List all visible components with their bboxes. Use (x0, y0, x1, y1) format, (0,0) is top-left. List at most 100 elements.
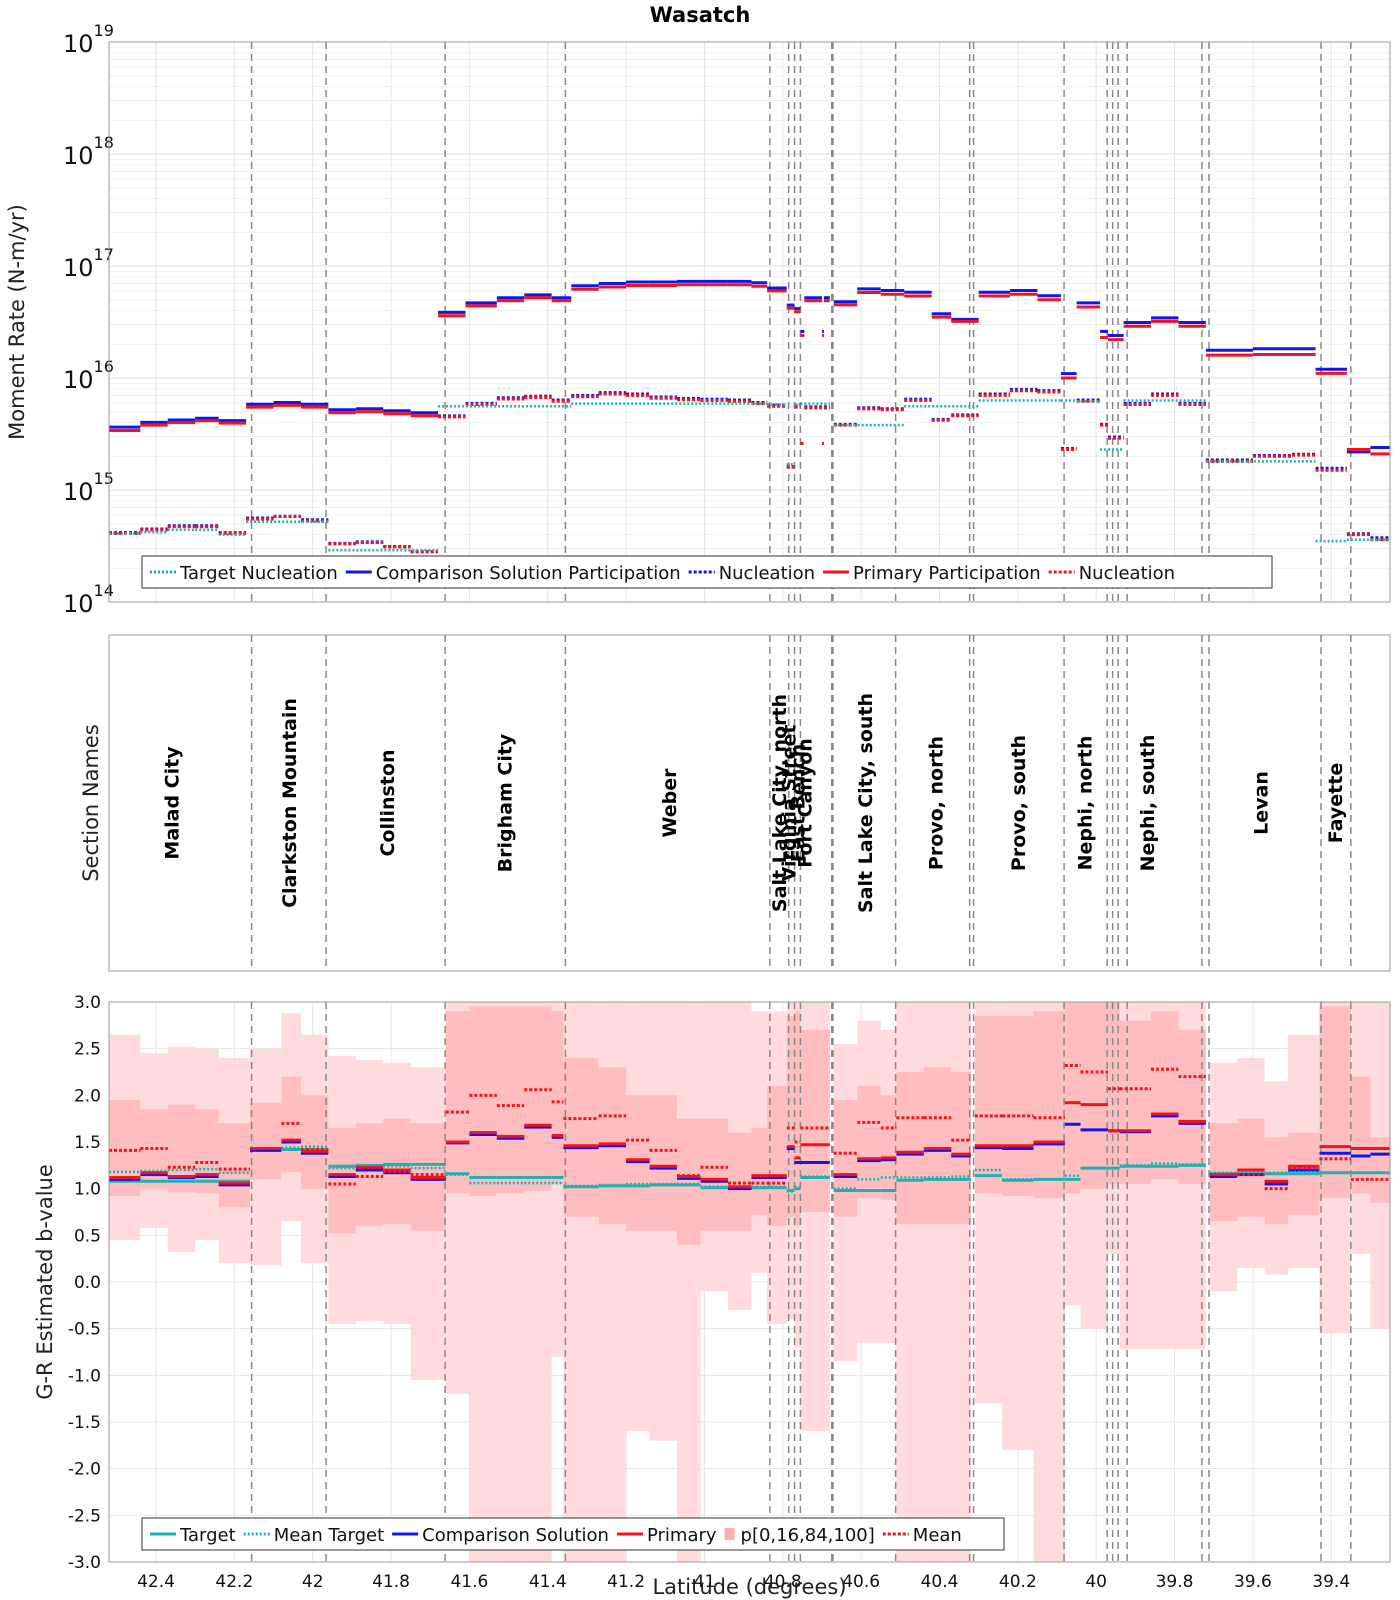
percentile-band-inner (857, 1086, 881, 1198)
bottom-plot-frame (108, 1001, 1391, 1563)
legend-entry: Nucleation (1079, 563, 1175, 584)
legend-box (141, 1517, 1005, 1551)
bottom-xtick-label: 41 (694, 1572, 716, 1592)
percentile-band-inner (1080, 1002, 1108, 1189)
percentile-band-inner (469, 1006, 497, 1197)
ytick-base: 10 (63, 254, 94, 282)
percentile-band-inner (951, 1072, 971, 1225)
top-ytick-label: 1019 (63, 21, 114, 58)
percentile-band-inner (355, 1123, 384, 1226)
percentile-band-inner (328, 1128, 356, 1234)
ytick-exponent: 16 (94, 357, 114, 376)
ytick-exponent: 18 (94, 133, 114, 152)
percentile-band-inner (700, 1118, 728, 1231)
ytick-exponent: 19 (94, 21, 114, 40)
percentile-band-inner (445, 1011, 470, 1194)
bottom-ytick-label: -3.0 (68, 1553, 101, 1573)
bottom-xtick-label: 42.2 (215, 1572, 253, 1592)
bottom-xtick-label: 40.2 (999, 1572, 1037, 1592)
bottom-y-axis-label: G-R Estimated b-value (33, 1164, 57, 1400)
section-name-label: Brigham City (495, 733, 517, 872)
ytick-exponent: 17 (94, 245, 114, 264)
b-value-panel: -3.0 -2.5 -2.0 -1.5 -1.0 -0.5 0.0 0.5 1.0 1.5 2.0 2… (33, 993, 1391, 1599)
percentile-band-inner (496, 1006, 525, 1194)
section-name-label: Provo, north (926, 736, 948, 870)
percentile-band-inner (923, 1067, 952, 1225)
percentile-band-inner (1033, 1011, 1065, 1198)
section-name-label: Provo, south (1008, 735, 1030, 871)
section-name-label: Fayette (1325, 763, 1347, 843)
ytick-base: 10 (63, 30, 94, 58)
legend-swatch (724, 1528, 735, 1540)
percentile-band-inner (218, 1123, 251, 1208)
percentile-band-inner (524, 1006, 552, 1191)
legend-entry: Mean (913, 1525, 962, 1546)
legend-entry: Primary Participation (853, 563, 1041, 584)
legend-entry: Nucleation (719, 563, 815, 584)
legend-entry: Comparison Solution Participation (376, 563, 681, 584)
section-name-label: Clarkston Mountain (279, 698, 301, 908)
ytick-exponent: 14 (94, 581, 114, 600)
top-ytick-label: 1017 (63, 245, 114, 282)
bottom-xtick-label: 39.8 (1156, 1572, 1194, 1592)
percentile-band-inner (677, 1118, 701, 1245)
bottom-ytick-label: -0.5 (68, 1320, 101, 1340)
percentile-band-inner (140, 1109, 168, 1189)
bottom-ytick-label: 0.5 (74, 1226, 101, 1246)
section-name-label: Salt Lake City, north (769, 694, 791, 912)
bottom-xtick-label: 39.4 (1312, 1572, 1350, 1592)
percentile-band-inner (563, 1058, 599, 1217)
section-name-label: Virginia Street (779, 725, 801, 882)
percentile-band-inner (649, 1095, 678, 1231)
bottom-xtick-label: 41.6 (450, 1572, 488, 1592)
top-ytick-label: 1018 (63, 133, 114, 170)
legend-entry: p[0,16,84,100] (741, 1525, 875, 1546)
percentile-band-inner (300, 1095, 329, 1189)
legend-box (141, 555, 1273, 589)
mid-plot-frame (108, 634, 1391, 972)
ytick-base: 10 (63, 142, 94, 170)
legend-entry: Target (179, 1525, 236, 1546)
section-name-label: Malad City (162, 746, 184, 860)
section-name-label: Fort Canyon (794, 738, 816, 868)
bottom-ytick-label: -2.0 (68, 1460, 101, 1480)
bottom-ytick-label: -1.0 (68, 1366, 101, 1386)
percentile-band-inner (1151, 1011, 1179, 1180)
top-plot-frame (108, 41, 1391, 603)
section-name-label: East Bench (788, 744, 810, 863)
bottom-xtick-label: 41.2 (607, 1572, 645, 1592)
legend-entry: Primary (647, 1525, 717, 1546)
bottom-ytick-label: 2.0 (74, 1086, 101, 1106)
percentile-band-inner (1002, 1016, 1034, 1197)
bottom-ytick-label: 2.5 (74, 1040, 101, 1060)
bottom-xtick-label: 42 (302, 1572, 324, 1592)
top-ytick-label: 1014 (63, 581, 114, 618)
section-name-label: Weber (659, 768, 681, 838)
percentile-band-inner (794, 1011, 801, 1226)
section-name-label: Nephi, north (1074, 736, 1096, 871)
ytick-base: 10 (63, 590, 94, 618)
percentile-band-inner (1119, 1020, 1152, 1184)
bottom-xtick-label: 40 (1085, 1572, 1107, 1592)
bottom-xtick-label: 40.6 (842, 1572, 880, 1592)
section-name-label: Collinston (377, 749, 399, 856)
bottom-xtick-label: 41.4 (529, 1572, 567, 1592)
legend-entry: Mean Target (274, 1525, 384, 1546)
top-ytick-label: 1016 (63, 357, 114, 394)
bottom-xtick-label: 41.8 (372, 1572, 410, 1592)
x-axis-label: Latitude (degrees) (652, 1575, 846, 1599)
bottom-ytick-label: 1.0 (74, 1180, 101, 1200)
section-name-label: Levan (1251, 771, 1273, 835)
percentile-band-inner (1319, 1006, 1351, 1198)
bottom-xtick-label: 40.8 (764, 1572, 802, 1592)
section-name-label: Salt Lake City, south (855, 693, 877, 913)
top-y-axis-label: Moment Rate (N-m/yr) (5, 204, 29, 440)
bottom-xtick-label: 39.6 (1234, 1572, 1272, 1592)
bottom-ytick-label: -2.5 (68, 1506, 101, 1526)
percentile-band-inner (751, 1128, 768, 1215)
percentile-band-inner (551, 1011, 564, 1184)
bottom-xtick-label: 42.4 (137, 1572, 175, 1592)
bottom-ytick-label: 1.5 (74, 1133, 101, 1153)
